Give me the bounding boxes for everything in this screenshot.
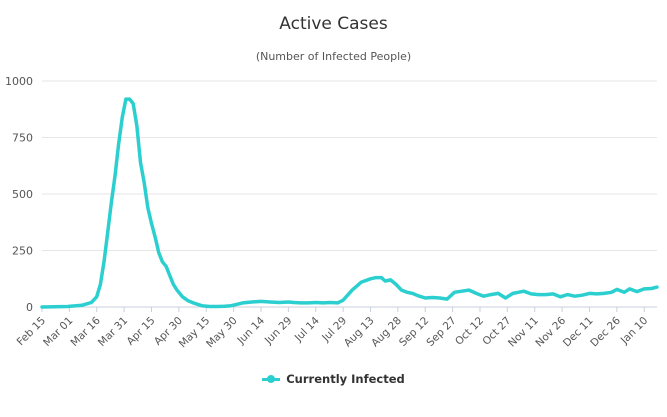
x-tick-label-sep-12: Sep 12 — [397, 315, 431, 349]
x-tick-label-oct-12: Oct 12 — [453, 315, 486, 348]
x-tick-label-jul-14: Jul 14 — [292, 314, 322, 344]
legend[interactable]: Currently Infected — [0, 372, 667, 387]
series-line-currently-infected — [40, 97, 659, 309]
legend-label: Currently Infected — [286, 372, 405, 386]
chart-subtitle: (Number of Infected People) — [255, 50, 412, 63]
x-tick-label-aug-28: Aug 28 — [369, 315, 404, 350]
x-tick-label-may-30: May 30 — [204, 315, 240, 351]
x-tick-label-mar-31: Mar 31 — [96, 315, 130, 349]
x-tick-label-dec-26: Dec 26 — [588, 314, 623, 349]
y-tick-label-0: 0 — [26, 301, 33, 314]
y-tick-label-500: 500 — [12, 188, 33, 201]
x-tick-label-mar-01: Mar 01 — [41, 315, 75, 349]
x-tick-label-jan-10: Jan 10 — [618, 315, 650, 347]
legend-marker-icon — [262, 374, 281, 384]
y-tick-label-750: 750 — [12, 132, 33, 145]
chart-title: Active Cases — [279, 14, 388, 34]
x-tick-label-jun-29: Jun 29 — [262, 315, 295, 348]
x-tick-label-jun-14: Jun 14 — [235, 314, 268, 347]
x-tick-label-apr-15: Apr 15 — [124, 315, 157, 348]
y-tick-label-250: 250 — [12, 245, 33, 258]
legend-item-currently-infected[interactable]: Currently Infected — [262, 372, 405, 386]
x-tick-label-sep-27: Sep 27 — [424, 315, 458, 349]
y-tick-label-1000: 1000 — [5, 75, 33, 88]
